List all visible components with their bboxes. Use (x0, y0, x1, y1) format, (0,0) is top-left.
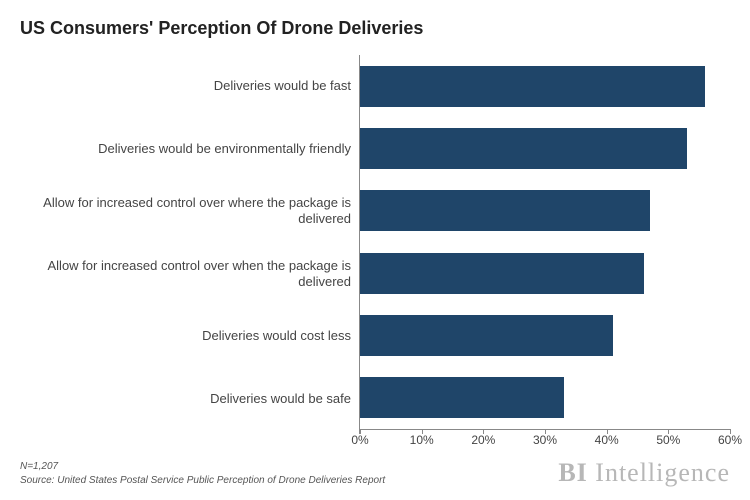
brand-logo: BI Intelligence (558, 458, 730, 488)
bars (360, 55, 730, 429)
x-axis-label: 10% (410, 433, 434, 447)
x-axis-labels: 0%10%20%30%40%50%60% (360, 433, 730, 453)
bar (360, 315, 613, 356)
chart-container: US Consumers' Perception Of Drone Delive… (0, 0, 750, 500)
bar (360, 190, 650, 231)
brand-prefix: BI (558, 458, 587, 487)
x-axis-label: 0% (351, 433, 368, 447)
category-row: Deliveries would be fast (20, 55, 359, 118)
category-label: Deliveries would be environmentally frie… (20, 141, 359, 157)
category-label: Deliveries would cost less (20, 328, 359, 344)
category-label: Deliveries would be safe (20, 391, 359, 407)
y-axis-labels: Deliveries would be fast Deliveries would… (20, 55, 360, 430)
x-axis-label: 30% (533, 433, 557, 447)
bar-row (360, 242, 730, 304)
chart-title: US Consumers' Perception Of Drone Delive… (20, 18, 730, 39)
bar-row (360, 117, 730, 179)
x-axis-label: 60% (718, 433, 742, 447)
category-label: Allow for increased control over when th… (20, 258, 359, 291)
category-row: Allow for increased control over when th… (20, 243, 359, 306)
category-row: Deliveries would be environmentally frie… (20, 118, 359, 181)
bar (360, 66, 705, 107)
bar-row (360, 304, 730, 366)
bar (360, 377, 564, 418)
bar-row (360, 367, 730, 429)
x-axis-label: 20% (471, 433, 495, 447)
brand-suffix: Intelligence (595, 458, 730, 487)
x-axis-label: 40% (595, 433, 619, 447)
x-axis-label: 50% (656, 433, 680, 447)
category-label: Deliveries would be fast (20, 78, 359, 94)
bar-row (360, 55, 730, 117)
bar-row (360, 180, 730, 242)
chart-area: Deliveries would be fast Deliveries would… (20, 55, 730, 430)
bar (360, 128, 687, 169)
bar (360, 253, 644, 294)
category-row: Deliveries would be safe (20, 368, 359, 431)
category-row: Deliveries would cost less (20, 305, 359, 368)
footer: N=1,207 Source: United States Postal Ser… (20, 460, 730, 488)
category-label: Allow for increased control over where t… (20, 195, 359, 228)
category-row: Allow for increased control over where t… (20, 180, 359, 243)
plot-area: 0%10%20%30%40%50%60% (360, 55, 730, 430)
